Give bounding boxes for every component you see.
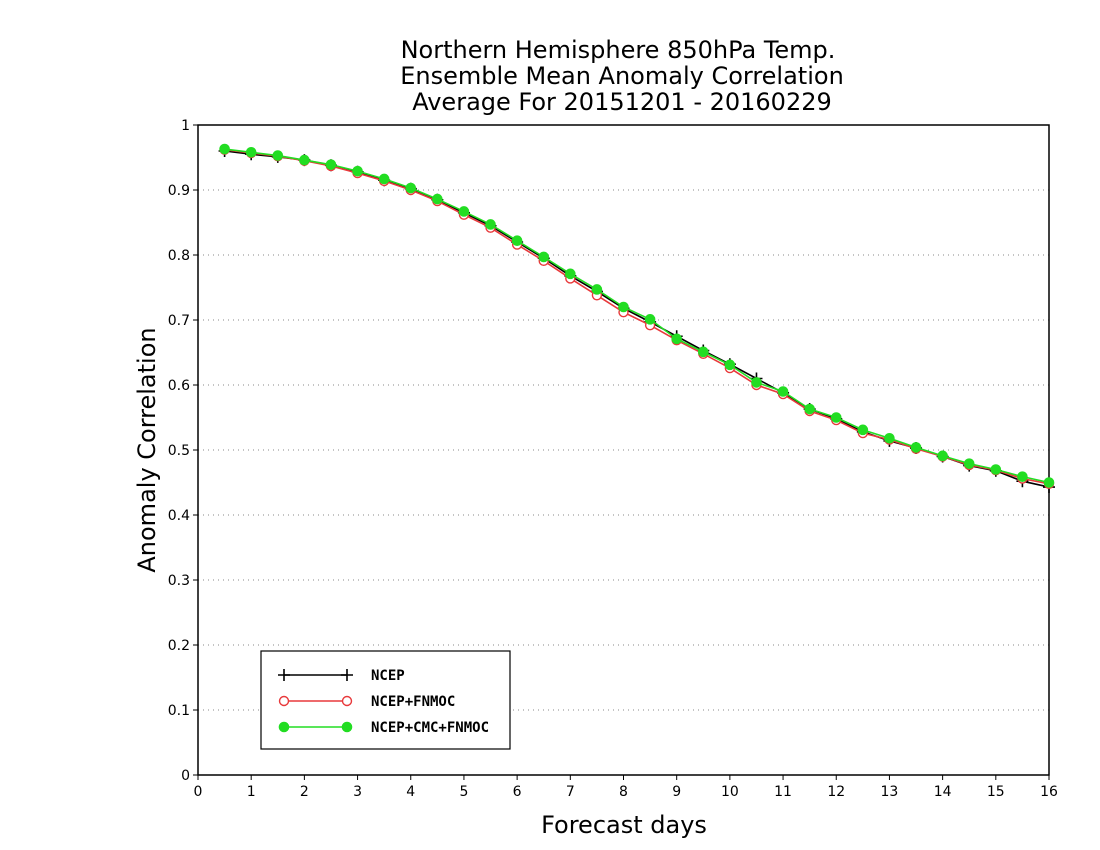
data-point xyxy=(910,442,922,453)
x-tick-label: 15 xyxy=(987,784,1005,800)
y-axis-label: Anomaly Correlation xyxy=(133,327,161,572)
y-axis: 0 0.1 0.2 0.3 0.4 0.5 0.6 0.7 0.8 0.9 1 xyxy=(168,118,198,784)
data-point xyxy=(751,377,762,388)
data-point xyxy=(245,147,257,158)
x-tick-label: 11 xyxy=(774,784,792,800)
data-point xyxy=(990,464,1002,475)
legend-items: NCEP NCEP+FNMOC NCEP+CMC+FNMOC xyxy=(278,668,489,736)
data-point xyxy=(804,403,815,415)
data-point xyxy=(511,235,523,246)
data-point xyxy=(644,314,656,325)
title-line-3: Average For 20151201 - 20160229 xyxy=(412,88,832,116)
legend-marker xyxy=(278,695,290,707)
y-tick-label: 0.9 xyxy=(168,183,190,199)
data-point xyxy=(697,346,709,358)
x-tick-label: 2 xyxy=(300,784,309,800)
y-tick-label: 0.8 xyxy=(168,248,190,264)
legend-marker xyxy=(278,669,290,681)
x-tick-label: 7 xyxy=(566,784,575,800)
x-tick-label: 5 xyxy=(459,784,468,800)
x-tick-label: 1 xyxy=(247,784,256,800)
chart-title: Northern Hemisphere 850hPa Temp. Ensembl… xyxy=(400,36,844,116)
y-tick-label: 0 xyxy=(181,768,190,784)
x-tick-label: 0 xyxy=(194,784,203,800)
legend-marker xyxy=(341,695,353,707)
data-point xyxy=(485,219,496,230)
x-axis: 0 1 2 3 4 5 6 7 8 9 10 11 12 13 14 15 16 xyxy=(194,775,1058,800)
y-tick-label: 0.5 xyxy=(168,443,190,459)
title-line-1: Northern Hemisphere 850hPa Temp. xyxy=(401,36,836,64)
title-line-2: Ensemble Mean Anomaly Correlation xyxy=(400,62,844,90)
data-point xyxy=(1043,477,1055,488)
x-tick-label: 9 xyxy=(672,784,681,800)
y-tick-label: 0.1 xyxy=(168,703,190,719)
data-point xyxy=(724,359,736,371)
legend-label: NCEP+FNMOC xyxy=(371,694,455,710)
y-tick-label: 0.3 xyxy=(168,573,190,589)
legend-marker xyxy=(341,669,353,681)
data-point xyxy=(830,412,842,423)
data-point xyxy=(777,386,789,397)
data-point xyxy=(884,433,895,444)
data-point xyxy=(937,450,948,462)
y-tick-label: 0.7 xyxy=(168,313,190,329)
x-tick-label: 14 xyxy=(934,784,952,800)
data-point xyxy=(405,182,417,194)
x-tick-label: 16 xyxy=(1040,784,1058,800)
legend-entry: NCEP+FNMOC xyxy=(278,694,455,710)
data-point xyxy=(325,159,337,170)
x-tick-label: 8 xyxy=(619,784,628,800)
data-point xyxy=(857,424,869,436)
x-tick-label: 4 xyxy=(406,784,415,800)
legend-entry: NCEP+CMC+FNMOC xyxy=(278,720,489,736)
data-point xyxy=(591,284,603,295)
legend-entry: NCEP xyxy=(278,668,405,684)
data-point xyxy=(299,154,310,166)
data-point xyxy=(671,333,682,345)
series-layer xyxy=(218,143,1055,494)
data-point xyxy=(963,458,975,469)
x-tick-label: 10 xyxy=(721,784,739,800)
x-tick-label: 6 xyxy=(513,784,522,800)
series-ncep-fnmoc xyxy=(219,144,1055,489)
data-point xyxy=(219,143,230,155)
data-point xyxy=(618,301,629,313)
data-point xyxy=(538,251,550,263)
data-point xyxy=(1017,471,1028,482)
legend-box xyxy=(260,650,511,750)
data-point xyxy=(352,165,363,177)
series-ncep-cmc-fnmoc xyxy=(219,143,1055,488)
data-point xyxy=(378,173,390,185)
data-point xyxy=(458,206,470,217)
legend: NCEP NCEP+FNMOC NCEP+CMC+FNMOC xyxy=(260,650,511,750)
data-point xyxy=(565,268,576,280)
x-axis-label: Forecast days xyxy=(541,811,707,839)
legend-marker xyxy=(341,721,353,733)
x-tick-label: 13 xyxy=(881,784,899,800)
y-tick-label: 0.2 xyxy=(168,638,190,654)
y-tick-label: 0.4 xyxy=(168,508,190,524)
data-point xyxy=(432,193,443,205)
data-point xyxy=(272,150,284,161)
x-tick-label: 3 xyxy=(353,784,362,800)
legend-label: NCEP+CMC+FNMOC xyxy=(371,720,489,736)
legend-marker xyxy=(278,721,290,733)
series-line xyxy=(224,148,1050,485)
x-tick-label: 12 xyxy=(827,784,845,800)
legend-label: NCEP xyxy=(371,668,405,684)
y-tick-label: 0.6 xyxy=(168,378,190,394)
y-tick-label: 1 xyxy=(181,118,190,134)
gridlines xyxy=(198,124,1049,711)
